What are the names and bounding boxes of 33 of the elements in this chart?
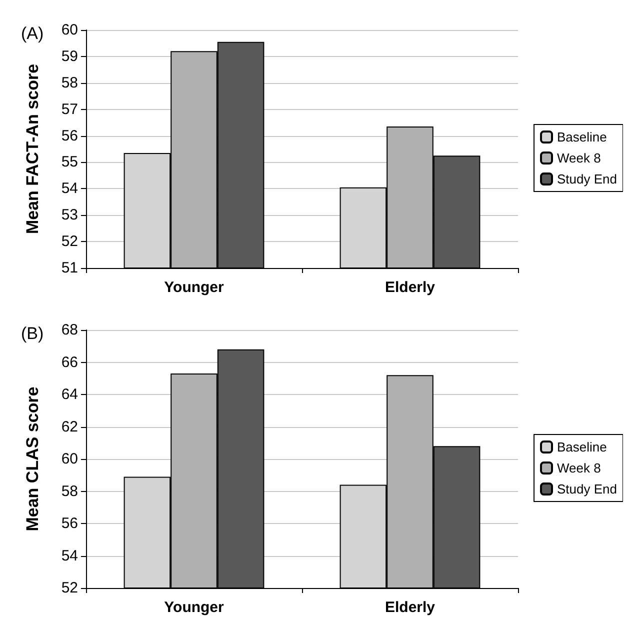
y-tick-label: 62 [61, 418, 78, 436]
y-tick-label: 51 [61, 260, 78, 276]
legend-label: Baseline [557, 440, 607, 454]
chart-title: (A) [21, 24, 44, 43]
y-tick-label: 64 [61, 386, 78, 403]
x-tick-label: Elderly [384, 279, 436, 296]
y-tick-label: 60 [61, 450, 78, 468]
y-tick-label: 58 [61, 482, 78, 500]
y-tick-label: 53 [61, 206, 78, 224]
y-tick-label: 55 [61, 154, 78, 171]
y-tick-label: 68 [61, 322, 78, 338]
chart-title: (B) [21, 324, 44, 343]
legend-label: Week 8 [557, 150, 601, 166]
y-axis-title: Mean FACT-An score [23, 64, 42, 234]
x-tick-label: Elderly [384, 599, 436, 616]
y-tick-label: 60 [61, 22, 78, 38]
y-tick-label: 54 [61, 180, 78, 198]
y-tick-label: 54 [61, 547, 78, 564]
y-tick-label: 52 [61, 580, 78, 596]
y-tick-label: 56 [61, 515, 78, 532]
y-tick-label: 66 [61, 354, 78, 371]
legend-label: Baseline [557, 130, 607, 144]
y-tick-label: 52 [61, 233, 78, 250]
x-tick-label: Younger [164, 279, 224, 296]
legend-label: Week 8 [557, 460, 601, 476]
y-tick-label: 58 [61, 74, 78, 92]
legend-label: Study End [557, 172, 618, 186]
legend-label: Study End [557, 482, 618, 496]
y-tick-label: 57 [61, 100, 78, 118]
x-tick-label: Younger [164, 599, 224, 616]
y-axis-title: Mean CLAS score [23, 386, 42, 532]
y-tick-label: 56 [61, 127, 78, 144]
y-tick-label: 59 [61, 48, 78, 65]
